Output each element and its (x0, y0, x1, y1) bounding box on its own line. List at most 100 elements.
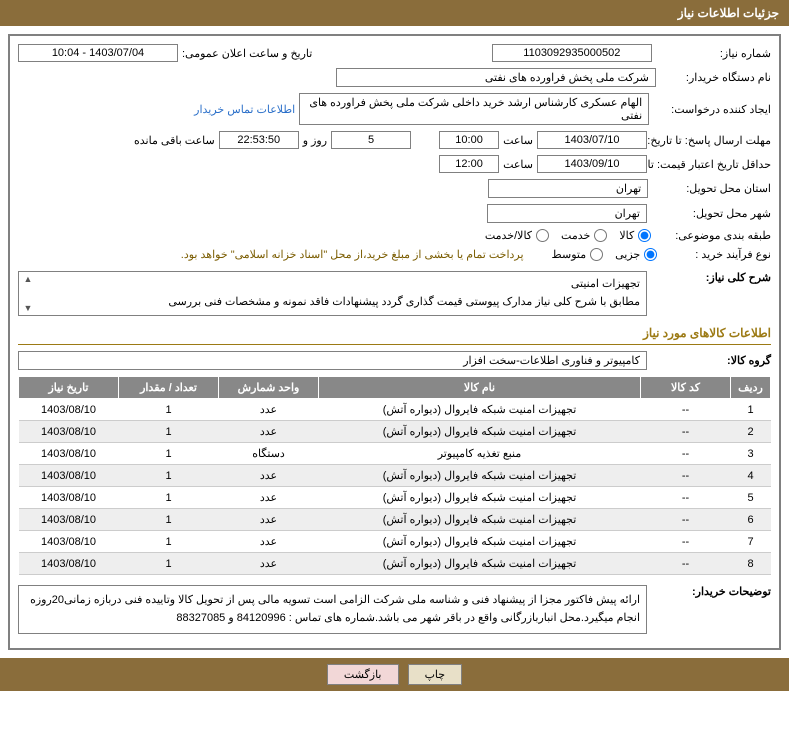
table-row: 2--تجهیزات امنیت شبکه فایروال (دیواره آت… (19, 421, 771, 443)
table-row: 1--تجهیزات امنیت شبکه فایروال (دیواره آت… (19, 399, 771, 421)
cell-qty: 1 (119, 465, 219, 487)
radio-goods-label: کالا (619, 229, 634, 242)
table-row: 5--تجهیزات امنیت شبکه فایروال (دیواره آت… (19, 487, 771, 509)
days-value: 5 (331, 131, 411, 149)
arrow-down-icon: ▼ (21, 301, 35, 315)
province-value: تهران (488, 179, 648, 198)
cell-code: -- (641, 399, 731, 421)
city-label: شهر محل تحویل: (693, 207, 771, 220)
cell-n: 3 (731, 443, 771, 465)
validity-time: 12:00 (439, 155, 499, 173)
cell-unit: عدد (219, 531, 319, 553)
radio-both-label: کالا/خدمت (485, 229, 532, 242)
goods-group-label: گروه کالا: (651, 354, 771, 367)
cell-qty: 1 (119, 487, 219, 509)
radio-minor[interactable] (644, 248, 657, 261)
cell-date: 1403/08/10 (19, 399, 119, 421)
scroll-arrows[interactable]: ▲▼ (21, 272, 35, 315)
cell-n: 1 (731, 399, 771, 421)
process-note: پرداخت تمام یا بخشی از مبلغ خرید،از محل … (181, 248, 524, 261)
contact-link[interactable]: اطلاعات تماس خریدار (194, 103, 295, 116)
cell-qty: 1 (119, 421, 219, 443)
cell-date: 1403/08/10 (19, 465, 119, 487)
cell-name: تجهیزات امنیت شبکه فایروال (دیواره آتش) (319, 509, 641, 531)
deadline-time: 10:00 (439, 131, 499, 149)
cell-unit: دستگاه (219, 443, 319, 465)
province-label: استان محل تحویل: (686, 182, 771, 195)
cell-code: -- (641, 531, 731, 553)
cell-n: 2 (731, 421, 771, 443)
cell-unit: عدد (219, 553, 319, 575)
cell-unit: عدد (219, 399, 319, 421)
buyer-org-label: نام دستگاه خریدار: (686, 71, 771, 84)
radio-both[interactable] (536, 229, 549, 242)
items-table: ردیف کد کالا نام کالا واحد شمارش تعداد /… (18, 376, 771, 575)
cell-n: 5 (731, 487, 771, 509)
buyer-org-value: شرکت ملی پخش فراورده های نفتی (336, 68, 656, 87)
need-number-label: شماره نیاز: (720, 47, 771, 60)
remaining-label: ساعت باقی مانده (134, 134, 215, 147)
cell-code: -- (641, 509, 731, 531)
remaining-time: 22:53:50 (219, 131, 299, 149)
cell-n: 6 (731, 509, 771, 531)
buyer-notes-label: توضیحات خریدار: (651, 585, 771, 598)
cell-name: تجهیزات امنیت شبکه فایروال (دیواره آتش) (319, 465, 641, 487)
summary-line1: تجهیزات امنیتی (39, 276, 640, 294)
announce-label: تاریخ و ساعت اعلان عمومی: (182, 47, 312, 60)
announce-value: 1403/07/04 - 10:04 (18, 44, 178, 62)
cell-name: تجهیزات امنیت شبکه فایروال (دیواره آتش) (319, 487, 641, 509)
cell-unit: عدد (219, 509, 319, 531)
cell-code: -- (641, 553, 731, 575)
cell-qty: 1 (119, 399, 219, 421)
radio-medium-label: متوسط (552, 248, 587, 261)
need-number-value: 1103092935000502 (492, 44, 652, 62)
radio-service-label: خدمت (561, 229, 590, 242)
table-row: 6--تجهیزات امنیت شبکه فایروال (دیواره آت… (19, 509, 771, 531)
cell-date: 1403/08/10 (19, 443, 119, 465)
th-unit: واحد شمارش (219, 377, 319, 399)
category-label: طبقه بندی موضوعی: (675, 229, 771, 242)
print-button[interactable]: چاپ (408, 664, 463, 685)
cell-unit: عدد (219, 421, 319, 443)
cell-date: 1403/08/10 (19, 421, 119, 443)
cell-code: -- (641, 465, 731, 487)
summary-line2: مطابق با شرح کلی نیاز مدارک پیوستی قیمت … (39, 294, 640, 312)
goods-group-value: کامپیوتر و فناوری اطلاعات-سخت افزار (18, 351, 647, 370)
cell-n: 4 (731, 465, 771, 487)
cell-qty: 1 (119, 443, 219, 465)
process-radio-group: جزیی متوسط (552, 248, 658, 261)
th-date: تاریخ نیاز (19, 377, 119, 399)
cell-qty: 1 (119, 531, 219, 553)
main-panel: شماره نیاز: 1103092935000502 تاریخ و ساع… (8, 34, 781, 650)
th-row: ردیف (731, 377, 771, 399)
cell-date: 1403/08/10 (19, 531, 119, 553)
page-title: جزئیات اطلاعات نیاز (678, 6, 779, 20)
time-label-1: ساعت (503, 134, 533, 147)
radio-service[interactable] (594, 229, 607, 242)
page-header: جزئیات اطلاعات نیاز (0, 0, 789, 26)
validity-label: حداقل تاریخ اعتبار قیمت: تا تاریخ: (651, 158, 771, 171)
cell-code: -- (641, 421, 731, 443)
cell-date: 1403/08/10 (19, 553, 119, 575)
cell-n: 8 (731, 553, 771, 575)
cell-unit: عدد (219, 465, 319, 487)
radio-medium[interactable] (590, 248, 603, 261)
footer-bar: چاپ بازگشت (0, 658, 789, 691)
days-label: روز و (303, 134, 327, 147)
table-row: 4--تجهیزات امنیت شبکه فایروال (دیواره آت… (19, 465, 771, 487)
radio-goods[interactable] (638, 229, 651, 242)
deadline-label: مهلت ارسال پاسخ: تا تاریخ: (651, 134, 771, 147)
cell-qty: 1 (119, 553, 219, 575)
cell-name: تجهیزات امنیت شبکه فایروال (دیواره آتش) (319, 531, 641, 553)
validity-date: 1403/09/10 (537, 155, 647, 173)
th-name: نام کالا (319, 377, 641, 399)
th-code: کد کالا (641, 377, 731, 399)
requester-label: ایجاد کننده درخواست: (671, 103, 771, 116)
back-button[interactable]: بازگشت (327, 664, 399, 685)
cell-code: -- (641, 443, 731, 465)
radio-minor-label: جزیی (615, 248, 640, 261)
deadline-date: 1403/07/10 (537, 131, 647, 149)
th-qty: تعداد / مقدار (119, 377, 219, 399)
table-row: 7--تجهیزات امنیت شبکه فایروال (دیواره آت… (19, 531, 771, 553)
arrow-up-icon: ▲ (21, 272, 35, 286)
